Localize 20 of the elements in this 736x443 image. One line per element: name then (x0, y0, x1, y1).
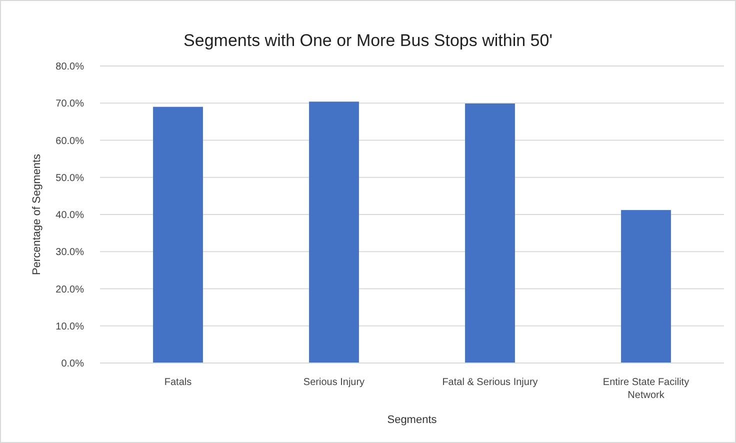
bar (465, 103, 515, 363)
y-tick-label: 50.0% (56, 172, 84, 184)
x-tick-label: Serious Injury (303, 377, 365, 388)
y-tick-label: 80.0% (56, 62, 84, 72)
bar (153, 106, 203, 363)
y-tick-label: 20.0% (56, 284, 84, 296)
y-tick-label: 40.0% (56, 210, 84, 221)
x-tick-label: Entire State Facility Network (602, 377, 690, 401)
x-axis-title: Segments (387, 414, 438, 426)
x-tick-label: Fatal & Serious Injury (442, 377, 538, 388)
bar (621, 210, 671, 363)
y-tick-label: 0.0% (61, 358, 84, 370)
y-tick-label: 10.0% (56, 321, 84, 332)
y-tick-label: 70.0% (56, 98, 84, 110)
y-tick-label: 60.0% (56, 136, 84, 147)
y-axis-title: Percentage of Segments (31, 153, 43, 276)
bar (309, 102, 359, 363)
x-tick-label: Fatals (164, 377, 192, 388)
chart-title: Segments with One or More Bus Stops within 50' (184, 31, 552, 50)
y-tick-label: 30.0% (56, 247, 84, 258)
